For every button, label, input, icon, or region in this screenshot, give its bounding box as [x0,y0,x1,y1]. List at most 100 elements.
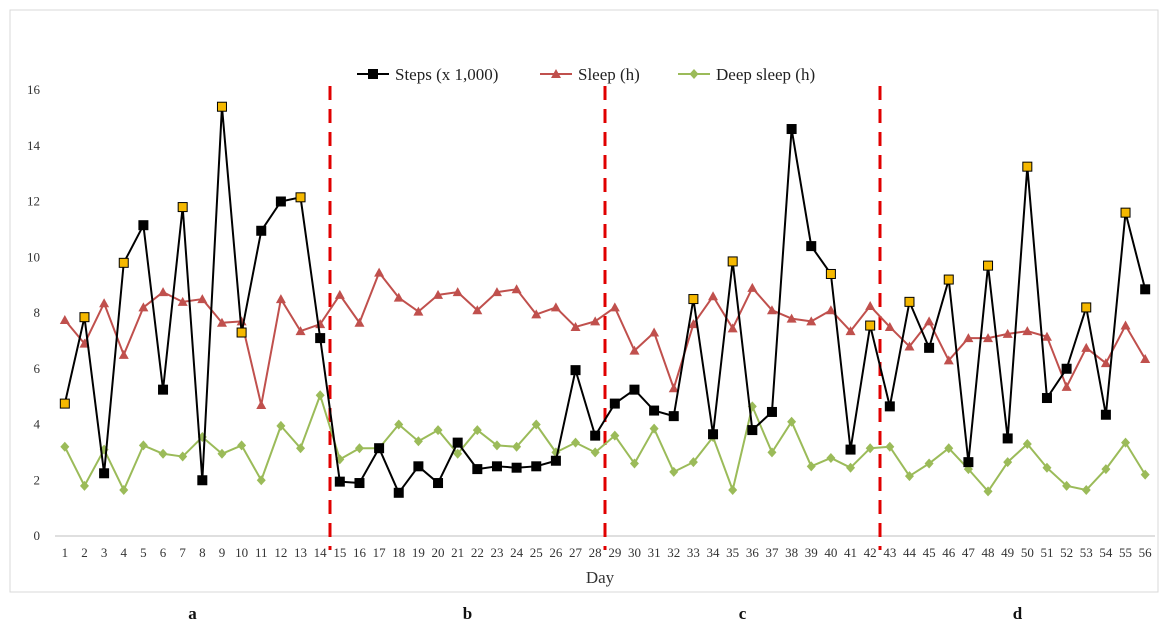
data-point-sleep [472,305,483,315]
x-tick-label: 11 [255,545,268,560]
data-point-steps [511,462,522,473]
data-point-sleep [1081,342,1092,352]
data-point-steps [334,476,345,487]
x-tick-label: 49 [1001,545,1014,560]
y-tick-label: 14 [27,138,41,153]
x-tick-label: 10 [235,545,248,560]
data-point-deep-sleep [1101,464,1111,475]
x-tick-label: 54 [1099,545,1113,560]
data-point-sleep [374,267,385,277]
data-point-steps [943,274,954,285]
x-tick-label: 19 [412,545,425,560]
data-point-steps [649,405,660,416]
x-tick-label: 34 [707,545,721,560]
data-point-sleep [99,298,110,308]
data-point-sleep [983,333,994,343]
y-tick-label: 4 [34,417,41,432]
x-tick-label: 42 [864,545,877,560]
data-point-sleep [629,345,640,355]
data-point-sleep [865,301,876,311]
data-point-steps [845,444,856,455]
x-tick-label: 14 [314,545,328,560]
x-tick-label: 17 [373,545,387,560]
data-point-sleep [138,302,149,312]
data-point-sleep [1120,320,1131,330]
legend-item-sleep: Sleep (h) [540,65,640,84]
data-point-steps [295,192,306,203]
x-tick-label: 2 [81,545,88,560]
x-tick-label: 8 [199,545,206,560]
data-point-steps [118,257,129,268]
series-line-steps [63,105,1147,494]
data-point-deep-sleep [512,441,522,452]
data-point-steps [766,406,777,417]
x-tick-label: 44 [903,545,917,560]
data-point-sleep [570,321,581,331]
data-point-steps [158,384,169,395]
data-point-steps [1140,284,1151,295]
data-point-deep-sleep [904,471,914,482]
data-point-deep-sleep [649,423,659,434]
data-point-steps [983,260,994,271]
x-tick-label: 36 [746,545,760,560]
phase-label-a: a [188,604,197,622]
x-tick-label: 41 [844,545,857,560]
x-tick-label: 52 [1060,545,1073,560]
x-tick-label: 38 [785,545,798,560]
data-point-steps [1061,363,1072,374]
data-point-steps [629,384,640,395]
data-point-steps [59,398,70,409]
data-point-steps [688,294,699,305]
data-point-sleep [668,383,679,393]
data-point-deep-sleep [590,447,600,458]
data-point-steps [963,457,974,468]
data-point-deep-sleep [394,419,404,430]
data-point-deep-sleep [728,485,738,496]
data-point-deep-sleep [1003,457,1013,468]
data-point-sleep [256,399,267,409]
data-point-steps [806,241,817,252]
data-point-deep-sleep [158,448,168,459]
data-point-steps [236,327,247,338]
data-point-sleep [531,309,542,319]
series-layer [59,101,1151,498]
data-point-sleep [590,316,601,326]
data-point-sleep [924,316,935,326]
data-point-steps [275,196,286,207]
phase-label-b: b [463,604,472,622]
data-point-sleep [688,319,699,329]
data-point-deep-sleep [237,440,247,451]
data-point-deep-sleep [433,425,443,436]
data-point-deep-sleep [826,452,836,463]
data-point-deep-sleep [79,480,89,491]
x-tick-label: 33 [687,545,700,560]
data-point-deep-sleep [492,440,502,451]
y-tick-label: 6 [34,361,41,376]
data-point-steps [609,398,620,409]
data-point-sleep [747,282,758,292]
data-point-deep-sleep [1140,469,1150,480]
data-point-sleep [393,292,404,302]
y-tick-label: 8 [34,305,41,320]
data-point-deep-sleep [1121,437,1131,448]
data-point-steps [747,425,758,436]
x-tick-label: 48 [982,545,995,560]
data-point-steps [825,268,836,279]
x-tick-label: 35 [726,545,739,560]
data-point-sleep [884,321,895,331]
x-tick-label: 46 [942,545,956,560]
data-point-sleep [334,289,345,299]
legend-swatch-marker [368,69,378,79]
data-point-deep-sleep [472,425,482,436]
data-point-deep-sleep [610,430,620,441]
data-point-deep-sleep [1022,439,1032,450]
data-point-deep-sleep [885,441,895,452]
x-tick-label: 50 [1021,545,1034,560]
phase-labels: a b c d [188,604,1023,623]
legend-label: Steps (x 1,000) [395,65,498,84]
x-tick-label: 4 [121,545,128,560]
data-point-steps [177,202,188,213]
data-point-steps [531,461,542,472]
